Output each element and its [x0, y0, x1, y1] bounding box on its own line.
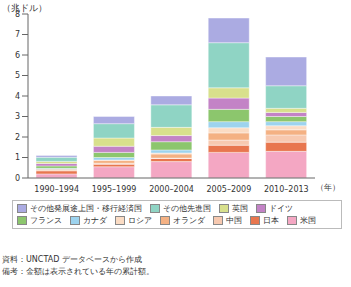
svg-text:2000–2004: 2000–2004 — [149, 185, 194, 194]
svg-text:4: 4 — [15, 92, 20, 101]
svg-text:7: 7 — [15, 30, 20, 39]
svg-text:0: 0 — [15, 174, 20, 183]
svg-text:1995–1999: 1995–1999 — [92, 185, 137, 194]
svg-text:1990–1994: 1990–1994 — [34, 185, 79, 194]
svg-text:5: 5 — [15, 71, 20, 80]
svg-text:2005–2009: 2005–2009 — [207, 185, 252, 194]
svg-text:3: 3 — [15, 112, 20, 121]
svg-text:6: 6 — [15, 51, 20, 60]
svg-text:1: 1 — [15, 153, 20, 162]
svg-text:8: 8 — [15, 10, 20, 19]
svg-text:2010–2013: 2010–2013 — [264, 185, 309, 194]
svg-text:2: 2 — [15, 133, 20, 142]
